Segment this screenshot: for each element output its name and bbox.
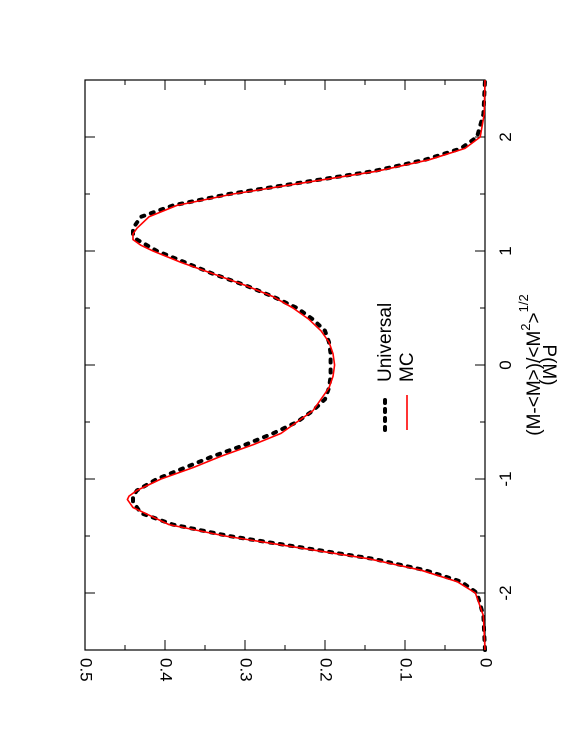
- x-axis-title: (M-<M>)/<M2>1/2: [516, 294, 545, 435]
- legend-label-universal: Universal: [375, 303, 396, 382]
- y-tick-label: 0.3: [237, 658, 256, 682]
- y-tick-label: 0: [477, 658, 496, 667]
- y-tick-label: 0.2: [317, 658, 336, 682]
- series-line-universal: [131, 78, 487, 652]
- x-axis-title-exp: 2: [518, 323, 533, 330]
- x-tick-label: 2: [496, 132, 515, 141]
- series-layer: [126, 78, 487, 652]
- tick-marks: [84, 79, 486, 651]
- y-axis-title: P(M): [538, 344, 559, 385]
- x-tick-label: 0: [496, 360, 515, 369]
- plot-frame: [84, 79, 486, 651]
- y-tick-label: 0.4: [157, 658, 176, 682]
- x-axis-title-close: >: [524, 312, 545, 323]
- y-tick-label: 0.1: [397, 658, 416, 682]
- tick-labels: 0 0.1 0.2 0.3 0.4 0.5 -2 -1 0 1 2: [77, 132, 515, 681]
- x-tick-label: -2: [496, 585, 515, 600]
- y-tick-label: 0.5: [77, 658, 96, 682]
- x-tick-label: -1: [496, 471, 515, 486]
- svg-text:(M-<M>)/<M2>1/2: (M-<M>)/<M2>1/2: [516, 294, 545, 435]
- x-axis-title-main: (M-<M>)/<M: [524, 331, 545, 436]
- series-line-mc: [126, 79, 486, 651]
- legend-label-mc: MC: [397, 352, 418, 382]
- x-tick-label: 1: [496, 246, 515, 255]
- legend: Universal MC: [375, 303, 418, 432]
- x-axis-title-power: 1/2: [516, 294, 531, 312]
